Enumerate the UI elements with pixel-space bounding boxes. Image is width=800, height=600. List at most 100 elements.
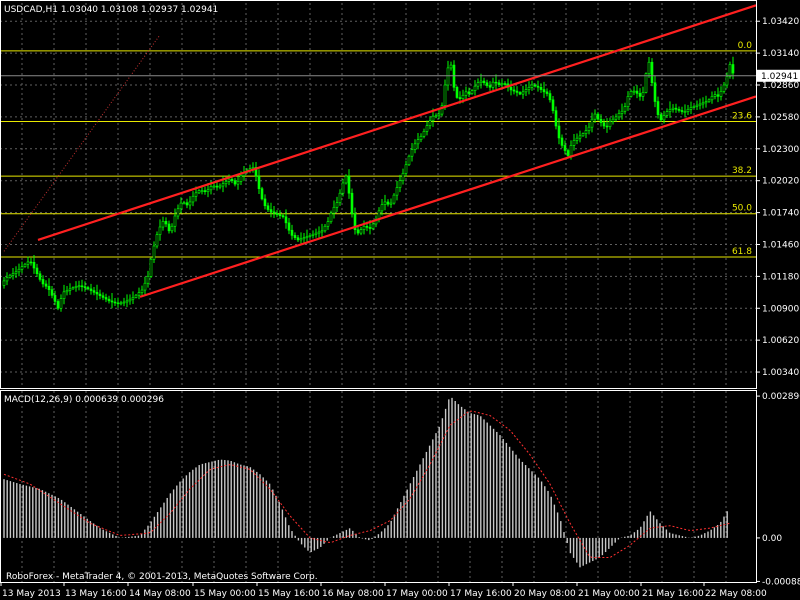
candle-body [503, 83, 507, 85]
candle-body [62, 291, 66, 299]
candle-body [134, 294, 138, 298]
candle-body [593, 113, 597, 120]
candle-body [449, 64, 453, 69]
candle-body [551, 99, 555, 111]
candle-body [590, 118, 594, 128]
candle-body [401, 172, 405, 181]
current-price-label: 1.02941 [761, 72, 798, 82]
candle-body [371, 223, 375, 229]
candle-body [233, 180, 237, 185]
channel-line [37, 4, 757, 241]
time-tick-label: 13 May 2013 [2, 589, 61, 599]
candle-body [353, 213, 357, 230]
price-tick-label: 1.02580 [762, 113, 799, 123]
candle-body [722, 84, 726, 92]
candle-body [578, 135, 582, 139]
candle-body [584, 130, 588, 134]
candle-body [293, 235, 297, 238]
candle-body [155, 234, 159, 247]
candle-body [404, 164, 408, 174]
candle-body [620, 110, 624, 114]
price-tick-label: 1.02300 [762, 145, 799, 155]
candle-body [74, 286, 78, 288]
time-tick-label: 16 May 08:00 [322, 589, 384, 599]
price-tick-label: 1.00340 [762, 368, 799, 378]
candle-body [383, 201, 387, 205]
candle-body [716, 94, 720, 97]
candle-body [239, 175, 243, 182]
candle-body [656, 101, 660, 115]
candle-body [218, 185, 222, 188]
candle-body [128, 298, 132, 302]
time-tick-label: 22 May 08:00 [705, 589, 767, 599]
time-tick-label: 17 May 00:00 [386, 589, 448, 599]
candle-body [602, 122, 606, 127]
candle-body [641, 92, 645, 97]
candle-body [632, 90, 636, 93]
candle-body [77, 285, 81, 288]
candle-body [317, 231, 321, 234]
time-tick-label: 21 May 16:00 [642, 589, 704, 599]
candle-body [692, 105, 696, 108]
candle-body [152, 245, 156, 260]
candle-body [236, 181, 240, 185]
panel-frames [0, 0, 757, 583]
candle-body [416, 139, 420, 145]
price-tick-label: 1.00900 [762, 304, 799, 314]
time-tick-label: 21 May 00:00 [578, 589, 640, 599]
candle-body [335, 202, 339, 208]
channel-lines [37, 4, 757, 298]
candle-body [530, 84, 534, 88]
candle-body [563, 145, 567, 151]
candle-body [143, 282, 147, 291]
candle-body [56, 301, 60, 309]
candle-body [170, 225, 174, 232]
candle-body [341, 182, 345, 194]
candle-body [68, 288, 72, 291]
candle-body [44, 283, 48, 287]
candle-body [191, 195, 195, 203]
candle-body [323, 225, 327, 232]
candle-body [608, 121, 612, 127]
candle-body [299, 238, 303, 241]
candle-body [362, 225, 366, 230]
candle-body [65, 290, 69, 293]
candle-body [434, 115, 438, 118]
candle-body [287, 222, 291, 231]
candle-body [623, 106, 627, 112]
candle-body [671, 107, 675, 110]
candle-body [11, 273, 15, 276]
candle-body [116, 302, 120, 305]
time-tick-label: 20 May 08:00 [514, 589, 576, 599]
candle-body [149, 258, 153, 277]
candle-body [158, 226, 162, 235]
candle-body [398, 180, 402, 188]
candle-body [680, 110, 684, 112]
candle-body [14, 271, 18, 274]
candle-body [359, 229, 363, 234]
candle-body [698, 103, 702, 106]
candle-body [407, 155, 411, 166]
candle-body [38, 273, 42, 280]
candle-body [23, 263, 27, 267]
candle-body [428, 120, 432, 126]
candle-body [332, 206, 336, 214]
macd-panel-frame [0, 390, 757, 583]
price-tick-label: 1.03140 [762, 49, 799, 59]
candle-body [686, 109, 690, 112]
candle-body [527, 86, 531, 90]
candle-body [431, 115, 435, 122]
candle-body [485, 82, 489, 86]
macd-signal-line [3, 410, 731, 558]
price-tick-label: 1.00620 [762, 336, 799, 346]
candle-body [296, 237, 300, 241]
candle-body [146, 276, 150, 284]
candle-body [266, 205, 270, 210]
time-axis: 13 May 2013 13 May 16:00 14 May 08:00 15 Ma… [0, 582, 767, 599]
macd-histogram [3, 397, 728, 568]
candle-body [653, 82, 657, 102]
candle-body [491, 81, 495, 88]
candle-body [665, 111, 669, 116]
candle-body [476, 82, 480, 87]
candle-body [92, 290, 96, 293]
